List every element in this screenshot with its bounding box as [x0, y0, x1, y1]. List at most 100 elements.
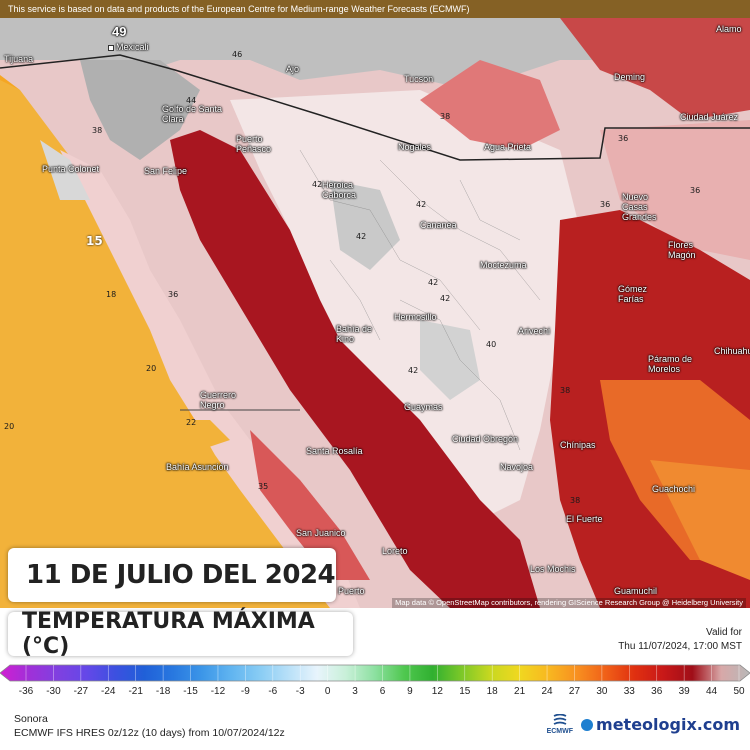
color-scale-gradient — [0, 664, 750, 682]
place-guamuchil[interactable]: Guamuchil — [614, 586, 658, 596]
color-scale-tick-label: 39 — [678, 686, 690, 697]
place-nuevo-casas-grandes[interactable]: Nuevo Casas Grandes — [622, 192, 657, 222]
place-san-felipe[interactable]: San Felipe — [144, 166, 188, 176]
color-scale-tick-label: 50 — [733, 686, 745, 697]
place-puerto-penasco[interactable]: Puerto Peñasco — [236, 134, 272, 154]
temperature-map[interactable]: This service is based on data and produc… — [0, 0, 750, 608]
temp-value: 38 — [560, 386, 571, 395]
place-marker-icon — [108, 44, 114, 51]
ecmwf-logo[interactable]: ECMWF — [547, 714, 573, 735]
color-scale-tick-label: -18 — [155, 686, 171, 697]
temp-value: 35 — [258, 482, 269, 491]
place-puerto[interactable]: Puerto — [338, 586, 365, 596]
temp-value: 18 — [106, 290, 117, 299]
temp-value: 42 — [312, 180, 323, 189]
model-info: Sonora ECMWF IFS HRES 0z/12z (10 days) f… — [14, 712, 285, 740]
place-tucson[interactable]: Tucson — [404, 74, 434, 84]
color-scale-tick-label: -6 — [268, 686, 278, 697]
place-heroica-caborca[interactable]: Heroica Caborca — [322, 180, 357, 200]
temp-value: 36 — [690, 186, 701, 195]
color-scale-tick-label: 3 — [352, 686, 358, 697]
place-mexicali[interactable]: Mexicali — [108, 42, 149, 52]
place-santa-rosalia[interactable]: Santa Rosalía — [306, 446, 363, 456]
place-chinipas[interactable]: Chínipas — [560, 440, 596, 450]
place-el-fuerte[interactable]: El Fuerte — [566, 514, 603, 524]
color-scale-tick-label: -9 — [240, 686, 250, 697]
place-punta-colonet[interactable]: Punta Colonet — [42, 164, 100, 174]
temp-value: 36 — [168, 290, 179, 299]
place-guerrero-negro[interactable]: Guerrero Negro — [200, 390, 237, 410]
place-arivechi[interactable]: Arivechi — [518, 326, 551, 336]
place-san-juanico[interactable]: San Juanico — [296, 528, 346, 538]
color-scale — [0, 662, 750, 684]
color-scale-tick-label: 44 — [706, 686, 718, 697]
place-paramo-de-morelos[interactable]: Páramo de Morelos — [648, 354, 693, 374]
place-golfo-santa-clara[interactable]: Golfo de Santa Clara — [162, 104, 223, 124]
place-moctezuma[interactable]: Moctezuma — [480, 260, 527, 270]
place-tijuana[interactable]: Tijuana — [4, 54, 34, 64]
temp-value: 36 — [618, 134, 629, 143]
color-scale-tick-label: 21 — [514, 686, 526, 697]
place-hermosillo[interactable]: Hermosillo — [394, 312, 437, 322]
temp-value: 42 — [428, 278, 439, 287]
place-guachochi[interactable]: Guachochi — [652, 484, 696, 494]
place-alamo[interactable]: Alamo — [716, 24, 742, 34]
place-bahia-asuncion[interactable]: Bahía Asunción — [166, 462, 229, 472]
place-guaymas[interactable]: Guaymas — [404, 402, 443, 412]
color-scale-tick-label: -12 — [210, 686, 226, 697]
map-credit: Map data © OpenStreetMap contributors, r… — [392, 598, 746, 608]
color-scale-tick-label: 30 — [596, 686, 608, 697]
color-scale-tick-label: -30 — [46, 686, 61, 697]
place-agua-prieta[interactable]: Agua Prieta — [484, 142, 532, 152]
place-navojoa[interactable]: Navojoa — [500, 462, 534, 472]
color-scale-bar — [0, 664, 750, 682]
temp-label-mexicali: 49 — [112, 24, 127, 39]
region-label: Sonora — [14, 713, 48, 725]
meteologix-logo[interactable]: meteologix.com — [581, 715, 740, 734]
map-canvas — [0, 0, 750, 608]
temp-value: 22 — [186, 418, 197, 427]
place-deming[interactable]: Deming — [614, 72, 646, 82]
ecmwf-logo-icon — [553, 714, 567, 725]
place-gomez-farias[interactable]: Gómez Farías — [618, 284, 648, 304]
place-ciudad-obregon[interactable]: Ciudad Obregón — [452, 434, 519, 444]
place-bahia-de-kino[interactable]: Bahía de Kino — [336, 324, 373, 344]
color-scale-tick-label: 33 — [623, 686, 635, 697]
temp-value: 38 — [440, 112, 451, 121]
color-scale-tick-label: 24 — [541, 686, 553, 697]
place-ajo[interactable]: Ajo — [286, 64, 300, 74]
temp-value: 38 — [570, 496, 581, 505]
temp-value: 44 — [186, 96, 197, 105]
logos[interactable]: ECMWF meteologix.com — [547, 714, 740, 735]
color-scale-tick-label: 15 — [459, 686, 471, 697]
color-scale-tick-label: -24 — [101, 686, 116, 697]
color-scale-tick-label: -36 — [18, 686, 34, 697]
place-flores-magon[interactable]: Flores Magón — [668, 240, 696, 260]
meteologix-drop-icon — [581, 718, 594, 731]
temp-value: 46 — [232, 50, 243, 59]
temp-value: 42 — [356, 232, 367, 241]
place-cananea[interactable]: Cananea — [420, 220, 457, 230]
color-scale-tick-label: 27 — [568, 686, 581, 697]
place-loreto[interactable]: Loreto — [382, 546, 408, 556]
temp-value: 42 — [408, 366, 419, 375]
valid-label: Valid for — [706, 627, 742, 638]
color-scale-tick-label: 6 — [379, 686, 386, 697]
date-box: 11 DE JULIO DEL 2024 — [8, 548, 336, 602]
temp-value: 15 — [86, 234, 103, 248]
place-los-mochis[interactable]: Los Mochis — [530, 564, 576, 574]
place-nogales[interactable]: Nogales — [398, 142, 432, 152]
color-scale-tick-label: -27 — [73, 686, 89, 697]
temp-value: 42 — [440, 294, 451, 303]
color-scale-tick-label: -15 — [183, 686, 198, 697]
temp-value: 42 — [416, 200, 427, 209]
place-chihuahua[interactable]: Chihuahua — [714, 346, 750, 356]
date-label: 11 DE JULIO DEL 2024 — [26, 560, 336, 590]
temp-value: 20 — [146, 364, 157, 373]
place-ciudad-juarez[interactable]: Ciudad Juárez — [680, 112, 739, 122]
valid-time-value: Thu 11/07/2024, 17:00 MST — [618, 641, 742, 652]
color-scale-tick-label: 0 — [324, 686, 331, 697]
color-scale-tick-label: -3 — [295, 686, 305, 697]
valid-time: Valid for Thu 11/07/2024, 17:00 MST — [618, 626, 742, 654]
model-run-label: ECMWF IFS HRES 0z/12z (10 days) from 10/… — [14, 727, 285, 739]
